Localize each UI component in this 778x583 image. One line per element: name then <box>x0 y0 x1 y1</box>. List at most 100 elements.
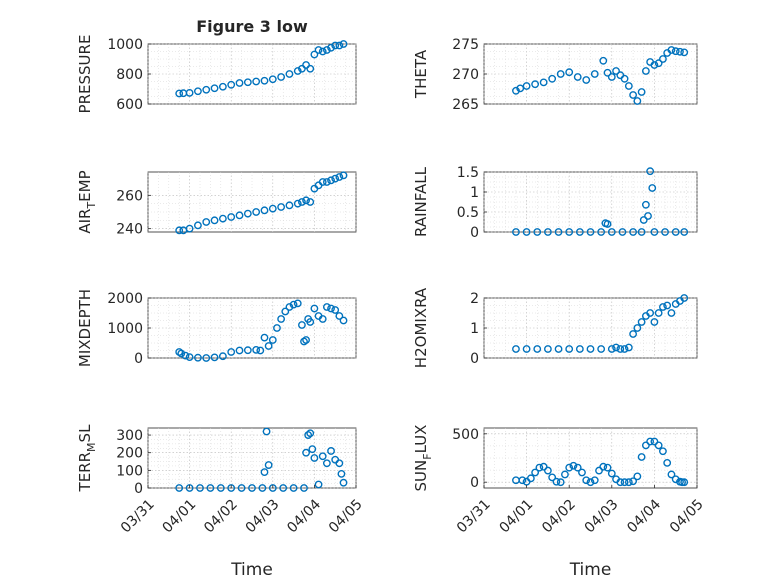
h2omixra-data-point <box>624 343 633 352</box>
terr-msl-x-axis-label: Time <box>230 560 273 580</box>
air-temp-data-point <box>285 201 294 210</box>
mixdepth-data-point <box>210 353 219 362</box>
mixdepth-y-tick-label: 2000 <box>107 291 143 307</box>
terr-msl-data-point <box>335 459 344 468</box>
terr-msl-data-point <box>322 459 331 468</box>
mixdepth-data-point <box>243 346 252 355</box>
sun-flux-data-point <box>535 463 544 472</box>
terr-msl-data-point <box>314 480 323 489</box>
pressure-data-point <box>235 79 244 87</box>
theta-data-point <box>671 47 680 56</box>
theta-data-point <box>624 82 633 90</box>
terr-msl-data-point <box>175 484 184 492</box>
theta-data-point <box>556 70 565 78</box>
air-temp-y-tick-label: 240 <box>116 222 143 238</box>
pressure-data-point <box>277 73 286 81</box>
air-temp-data-point <box>331 174 340 183</box>
pressure-data-point <box>293 67 302 75</box>
mixdepth-data-point <box>327 304 335 313</box>
theta-data-point <box>516 84 525 93</box>
air-temp-data-point <box>202 218 211 226</box>
pressure-y-tick-label: 800 <box>116 67 143 83</box>
rainfall-data-point <box>661 228 669 236</box>
terr-msl-data-point <box>227 484 236 492</box>
sun-flux-data-point <box>641 441 650 450</box>
pressure-data-point <box>314 46 323 54</box>
h2omixra-data-point <box>646 309 655 317</box>
terr-msl-data-point <box>318 452 327 461</box>
air-temp-data-point <box>185 224 194 233</box>
theta-data-point <box>607 73 616 81</box>
h2omixra-data-point <box>659 303 667 311</box>
air-temp-data-point <box>210 216 219 225</box>
h2omixra-data-point <box>616 345 625 353</box>
terr-msl-x-tick-label: 04/04 <box>284 496 324 536</box>
theta-data-point <box>612 67 620 75</box>
terr-msl-data-point <box>302 448 310 457</box>
pressure-data-point <box>331 41 340 50</box>
air-temp-data-point <box>277 203 286 211</box>
theta-data-point <box>590 70 599 78</box>
theta-data-point <box>620 74 629 83</box>
h2omixra-data-point <box>565 345 574 353</box>
theta-data-point <box>531 80 540 89</box>
sun-flux-data-point <box>573 463 582 472</box>
pressure-data-point <box>327 43 335 52</box>
sun-flux-data-point <box>663 458 672 467</box>
rainfall-data-point <box>533 228 542 236</box>
air-temp-data-point <box>194 221 202 230</box>
rainfall-y-tick-label: 1.5 <box>457 165 479 181</box>
h2omixra-data-point <box>533 345 542 353</box>
sun-flux-data-point <box>616 478 625 487</box>
rainfall-data-point <box>544 228 552 236</box>
terr-msl-data-point <box>304 431 313 439</box>
h2omixra-data-point <box>575 345 584 353</box>
terr-msl-y-tick-label: 100 <box>116 463 143 479</box>
mixdepth-data-point <box>293 299 302 308</box>
terr-msl-data-point <box>279 484 288 492</box>
theta-data-point <box>603 68 612 77</box>
rainfall-data-point <box>586 228 595 236</box>
mixdepth-data-point <box>310 304 319 313</box>
theta-data-point <box>573 73 582 81</box>
theta-data-point <box>582 76 591 84</box>
rainfall-data-point <box>680 228 689 236</box>
mixdepth-y-tick-label: 0 <box>134 351 143 367</box>
theta-data-point <box>641 67 650 75</box>
rainfall-data-point <box>522 228 531 236</box>
sun-flux-x-tick-label: 04/04 <box>624 496 664 536</box>
sun-flux-data-point <box>578 468 586 477</box>
terr-msl-x-tick-label: 04/03 <box>243 496 283 536</box>
rainfall-data-point <box>603 220 612 228</box>
h2omixra-data-point <box>637 318 646 326</box>
air-temp-data-point <box>293 199 302 208</box>
h2omixra-data-point <box>633 324 642 332</box>
terr-msl-data-point <box>248 484 256 492</box>
sun-flux-x-tick-label: 04/02 <box>539 496 579 536</box>
rainfall-y-tick-label: 1 <box>470 185 479 201</box>
terr-msl-data-point <box>206 484 215 492</box>
terr-msl-data-point <box>300 484 308 492</box>
terr-msl-data-point <box>258 484 267 492</box>
pressure-data-point <box>322 46 331 54</box>
air-temp-data-point <box>268 204 277 213</box>
h2omixra-y-tick-label: 1 <box>470 321 479 337</box>
sun-flux-data-point <box>539 462 548 471</box>
terr-msl-data-point <box>196 484 204 492</box>
rainfall-y-axis-label: RAINFALL <box>412 166 430 237</box>
rainfall-data-point <box>629 228 637 236</box>
h2omixra-data-point <box>654 309 663 317</box>
sun-flux-data-point <box>659 447 667 456</box>
sun-flux-data-point <box>590 476 599 485</box>
h2omixra-data-point <box>663 301 672 310</box>
pressure-data-point <box>227 80 236 89</box>
mixdepth-data-point <box>181 351 190 360</box>
theta-y-axis-label: THETA <box>412 49 430 99</box>
mixdepth-data-point <box>194 353 202 362</box>
terr-msl-data-point <box>308 445 317 454</box>
sun-flux-data-point <box>654 441 663 450</box>
pressure-data-point <box>318 47 327 56</box>
air-temp-data-point <box>339 171 348 180</box>
theta-data-point <box>650 61 659 69</box>
